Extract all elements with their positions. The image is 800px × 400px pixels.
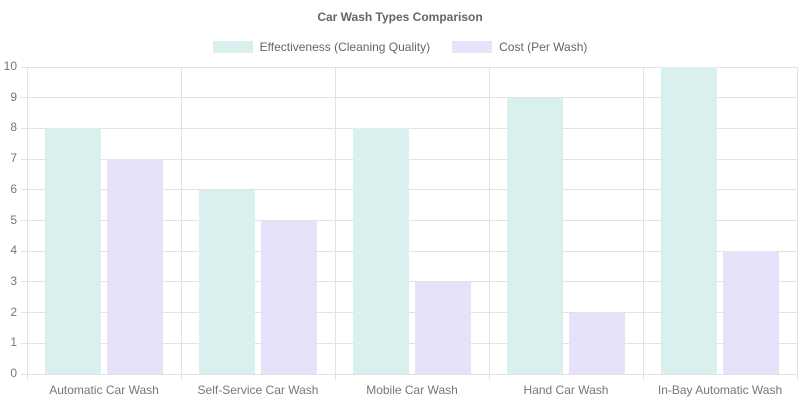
bar-cost-4 <box>723 251 779 374</box>
bar-effectiveness-3 <box>507 97 563 374</box>
x-axis-category-label: In-Bay Automatic Wash <box>657 383 783 397</box>
bar-cost-0 <box>107 159 163 374</box>
bar-cost-2 <box>415 281 471 374</box>
gridline-vertical <box>488 67 490 374</box>
legend-item-cost[interactable]: Cost (Per Wash) <box>452 40 587 54</box>
y-axis-tick-label: 3 <box>10 273 17 288</box>
gridline-vertical <box>180 67 182 374</box>
y-axis-tick <box>21 189 27 191</box>
x-axis-tick <box>488 374 490 380</box>
bar-effectiveness-4 <box>661 67 717 374</box>
y-axis-tick-label: 0 <box>10 366 17 380</box>
gridline-vertical <box>796 67 798 374</box>
y-axis-tick <box>21 127 27 129</box>
legend-label-cost: Cost (Per Wash) <box>499 40 588 54</box>
y-axis-tick-label: 9 <box>10 89 17 104</box>
legend: Effectiveness (Cleaning Quality) Cost (P… <box>0 40 800 54</box>
y-axis-tick-label: 5 <box>10 212 17 227</box>
x-axis-tick <box>796 374 798 380</box>
y-axis-tick <box>21 66 27 68</box>
y-axis-tick-label: 6 <box>10 181 17 196</box>
x-axis-category-label: Automatic Car Wash <box>49 383 159 397</box>
gridline-vertical <box>334 67 336 374</box>
y-axis-tick-label: 4 <box>10 243 17 258</box>
x-axis-tick <box>26 374 28 380</box>
gridline-horizontal <box>27 189 797 191</box>
y-axis-tick <box>21 281 27 283</box>
gridline-horizontal <box>27 281 797 283</box>
x-axis-tick <box>180 374 182 380</box>
y-axis-tick-label: 7 <box>10 151 17 166</box>
gridline-horizontal <box>27 373 797 375</box>
gridline-horizontal <box>27 220 797 221</box>
y-axis-tick <box>21 250 27 252</box>
gridline-horizontal <box>27 97 797 99</box>
gridline-vertical <box>642 67 644 374</box>
bar-effectiveness-2 <box>353 128 409 374</box>
gridline-horizontal <box>27 66 797 68</box>
legend-swatch-effectiveness <box>212 41 253 53</box>
gridline-vertical <box>26 67 28 374</box>
y-axis-tick-label: 1 <box>10 335 17 350</box>
gridline-horizontal <box>27 312 797 314</box>
y-axis-tick <box>21 342 27 344</box>
x-axis-category-label: Hand Car Wash <box>523 383 609 397</box>
gridline-horizontal <box>27 127 797 129</box>
x-axis-category-label: Mobile Car Wash <box>366 383 458 397</box>
bar-effectiveness-0 <box>45 128 101 374</box>
y-axis-tick <box>21 158 27 160</box>
y-axis-tick-label: 8 <box>10 120 17 135</box>
y-axis-tick <box>21 97 27 99</box>
legend-label-effectiveness: Effectiveness (Cleaning Quality) <box>259 40 431 54</box>
x-axis-category-label: Self-Service Car Wash <box>197 383 319 397</box>
y-axis-tick <box>21 312 27 314</box>
x-axis-tick <box>334 374 336 380</box>
gridline-horizontal <box>27 250 797 252</box>
chart-title: Car Wash Types Comparison <box>317 10 483 24</box>
bar-cost-3 <box>569 312 625 374</box>
y-axis-tick <box>21 220 27 221</box>
legend-item-effectiveness[interactable]: Effectiveness (Cleaning Quality) <box>212 40 431 54</box>
gridline-horizontal <box>27 342 797 344</box>
y-axis-tick-label: 10 <box>3 59 17 73</box>
y-axis-tick <box>21 373 27 375</box>
legend-swatch-cost <box>452 41 493 53</box>
bar-effectiveness-1 <box>199 189 255 374</box>
y-axis-tick-label: 2 <box>10 304 17 319</box>
x-axis-tick <box>642 374 644 380</box>
bar-cost-1 <box>261 220 317 374</box>
gridline-horizontal <box>27 158 797 160</box>
